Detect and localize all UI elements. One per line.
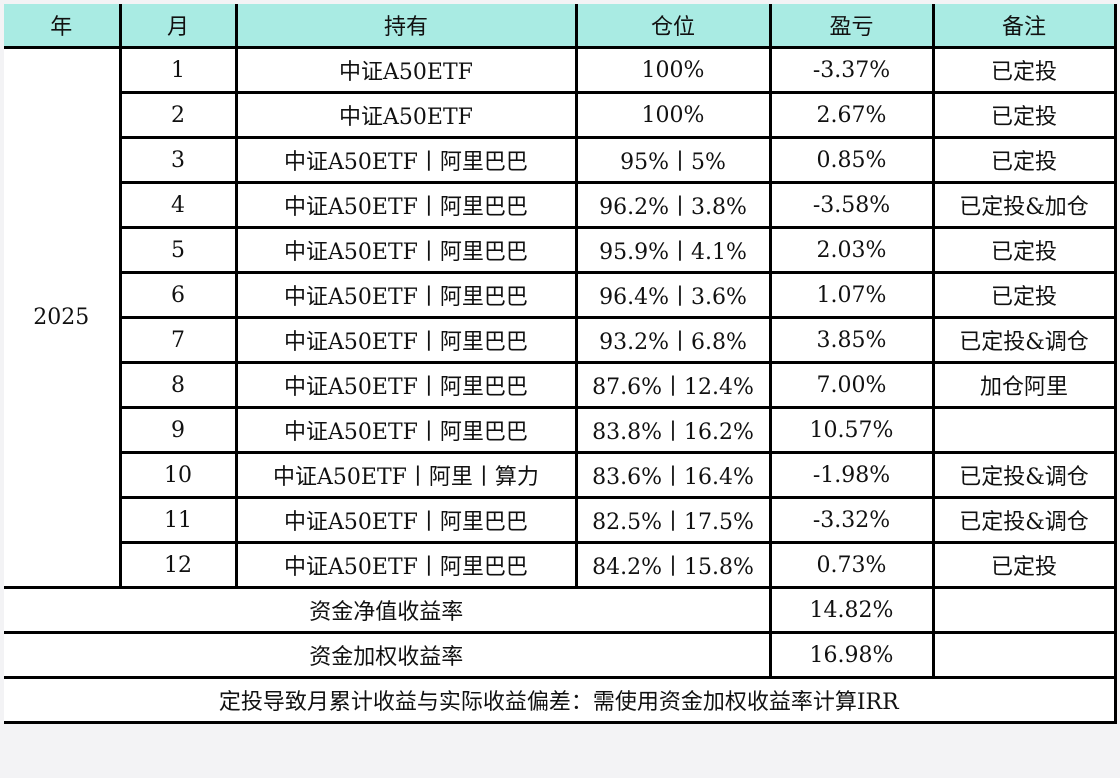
note-cell[interactable]: 已定投&加仓 (931, 181, 1117, 229)
summary-value[interactable]: 14.82% (768, 586, 935, 634)
month-cell[interactable]: 2 (120, 91, 238, 139)
holding-cell[interactable]: 中证A50ETF丨阿里巴巴 (234, 271, 578, 319)
month-cell[interactable]: 10 (120, 451, 238, 499)
table-row: 11 中证A50ETF丨阿里巴巴 82.5%丨17.5% -3.32% 已定投&调仓 (4, 496, 1117, 544)
pnl-cell[interactable]: -3.37% (768, 46, 935, 94)
summary-row: 资金加权收益率 16.98% (4, 631, 1117, 679)
position-cell[interactable]: 96.2%丨3.8% (574, 181, 772, 229)
pnl-cell[interactable]: 0.73% (768, 541, 935, 589)
note-cell[interactable]: 已定投 (931, 541, 1117, 589)
note-cell[interactable]: 已定投 (931, 226, 1117, 274)
position-cell[interactable]: 84.2%丨15.8% (574, 541, 772, 589)
holding-cell[interactable]: 中证A50ETF丨阿里丨算力 (234, 451, 578, 499)
month-cell[interactable]: 9 (120, 406, 238, 454)
header-note[interactable]: 备注 (931, 4, 1117, 49)
pnl-cell[interactable]: 1.07% (768, 271, 935, 319)
note-cell[interactable]: 已定投 (931, 271, 1117, 319)
holding-cell[interactable]: 中证A50ETF丨阿里巴巴 (234, 136, 578, 184)
note-cell[interactable] (931, 406, 1117, 454)
month-cell[interactable]: 8 (120, 361, 238, 409)
note-cell[interactable]: 已定投 (931, 136, 1117, 184)
pnl-cell[interactable]: -1.98% (768, 451, 935, 499)
pnl-cell[interactable]: 2.03% (768, 226, 935, 274)
table-row: 4 中证A50ETF丨阿里巴巴 96.2%丨3.8% -3.58% 已定投&加仓 (4, 181, 1117, 229)
table-row: 3 中证A50ETF丨阿里巴巴 95%丨5% 0.85% 已定投 (4, 136, 1117, 184)
note-cell[interactable]: 已定投&调仓 (931, 451, 1117, 499)
pnl-cell[interactable]: 7.00% (768, 361, 935, 409)
table-row: 10 中证A50ETF丨阿里丨算力 83.6%丨16.4% -1.98% 已定投&调仓 (4, 451, 1117, 499)
summary-value[interactable]: 16.98% (768, 631, 935, 679)
position-cell[interactable]: 95%丨5% (574, 136, 772, 184)
header-holding[interactable]: 持有 (234, 4, 578, 49)
holding-cell[interactable]: 中证A50ETF (234, 46, 578, 94)
position-cell[interactable]: 93.2%丨6.8% (574, 316, 772, 364)
pnl-cell[interactable]: -3.32% (768, 496, 935, 544)
position-cell[interactable]: 87.6%丨12.4% (574, 361, 772, 409)
holding-cell[interactable]: 中证A50ETF丨阿里巴巴 (234, 226, 578, 274)
portfolio-table: 年月持有 仓位 盈亏 备注 2025 1 中证A50ETF 100% -3.37% 已定投 2 中证… (4, 4, 1117, 724)
month-cell[interactable]: 11 (120, 496, 238, 544)
year-cell[interactable]: 2025 (4, 46, 122, 589)
pnl-cell[interactable]: 3.85% (768, 316, 935, 364)
summary-note[interactable] (931, 586, 1117, 634)
holding-cell[interactable]: 中证A50ETF丨阿里巴巴 (234, 496, 578, 544)
month-cell[interactable]: 12 (120, 541, 238, 589)
pnl-cell[interactable]: 10.57% (768, 406, 935, 454)
summary-row: 资金净值收益率 14.82% (4, 586, 1117, 634)
note-cell[interactable]: 已定投 (931, 46, 1117, 94)
table-row: 12 中证A50ETF丨阿里巴巴 84.2%丨15.8% 0.73% 已定投 (4, 541, 1117, 589)
note-cell[interactable]: 已定投&调仓 (931, 316, 1117, 364)
holding-cell[interactable]: 中证A50ETF丨阿里巴巴 (234, 316, 578, 364)
table-row: 2025 1 中证A50ETF 100% -3.37% 已定投 (4, 46, 1117, 589)
pnl-cell[interactable]: -3.58% (768, 181, 935, 229)
holding-cell[interactable]: 中证A50ETF (234, 91, 578, 139)
position-cell[interactable]: 83.8%丨16.2% (574, 406, 772, 454)
note-cell[interactable]: 加仓阿里 (931, 361, 1117, 409)
header-row: 年月持有 仓位 盈亏 备注 (4, 4, 1117, 49)
summary-label[interactable]: 资金加权收益率 (4, 631, 772, 679)
holding-cell[interactable]: 中证A50ETF丨阿里巴巴 (234, 541, 578, 589)
position-cell[interactable]: 100% (574, 91, 772, 139)
holding-cell[interactable]: 中证A50ETF丨阿里巴巴 (234, 406, 578, 454)
position-cell[interactable]: 83.6%丨16.4% (574, 451, 772, 499)
month-cell[interactable]: 3 (120, 136, 238, 184)
position-cell[interactable]: 100% (574, 46, 772, 94)
month-cell[interactable]: 1 (118, 46, 238, 94)
position-cell[interactable]: 82.5%丨17.5% (574, 496, 772, 544)
table-row: 2 中证A50ETF 100% 2.67% 已定投 (4, 91, 1117, 139)
month-cell[interactable]: 5 (120, 226, 238, 274)
table-row: 9 中证A50ETF丨阿里巴巴 83.8%丨16.2% 10.57% (4, 406, 1117, 454)
summary-label[interactable]: 资金净值收益率 (4, 586, 772, 634)
note-cell[interactable]: 已定投&调仓 (931, 496, 1117, 544)
month-cell[interactable]: 4 (120, 181, 238, 229)
pnl-cell[interactable]: 0.85% (768, 136, 935, 184)
header-month[interactable]: 月 (118, 4, 238, 49)
header-year[interactable]: 年 (4, 4, 122, 49)
holding-cell[interactable]: 中证A50ETF丨阿里巴巴 (234, 361, 578, 409)
note-cell[interactable]: 已定投 (931, 91, 1117, 139)
table-row: 6 中证A50ETF丨阿里巴巴 96.4%丨3.6% 1.07% 已定投 (4, 271, 1117, 319)
summary-note[interactable] (931, 631, 1117, 679)
footnote-row: 定投导致月累计收益与实际收益偏差：需使用资金加权收益率计算IRR (4, 676, 1117, 724)
holding-cell[interactable]: 中证A50ETF丨阿里巴巴 (234, 181, 578, 229)
table-row: 7 中证A50ETF丨阿里巴巴 93.2%丨6.8% 3.85% 已定投&调仓 (4, 316, 1117, 364)
position-cell[interactable]: 95.9%丨4.1% (574, 226, 772, 274)
month-cell[interactable]: 6 (120, 271, 238, 319)
footnote[interactable]: 定投导致月累计收益与实际收益偏差：需使用资金加权收益率计算IRR (4, 676, 1117, 724)
header-position[interactable]: 仓位 (574, 4, 772, 49)
position-cell[interactable]: 96.4%丨3.6% (574, 271, 772, 319)
pnl-cell[interactable]: 2.67% (768, 91, 935, 139)
table-row: 5 中证A50ETF丨阿里巴巴 95.9%丨4.1% 2.03% 已定投 (4, 226, 1117, 274)
header-pnl[interactable]: 盈亏 (768, 4, 935, 49)
month-cell[interactable]: 7 (120, 316, 238, 364)
table-row: 8 中证A50ETF丨阿里巴巴 87.6%丨12.4% 7.00% 加仓阿里 (4, 361, 1117, 409)
